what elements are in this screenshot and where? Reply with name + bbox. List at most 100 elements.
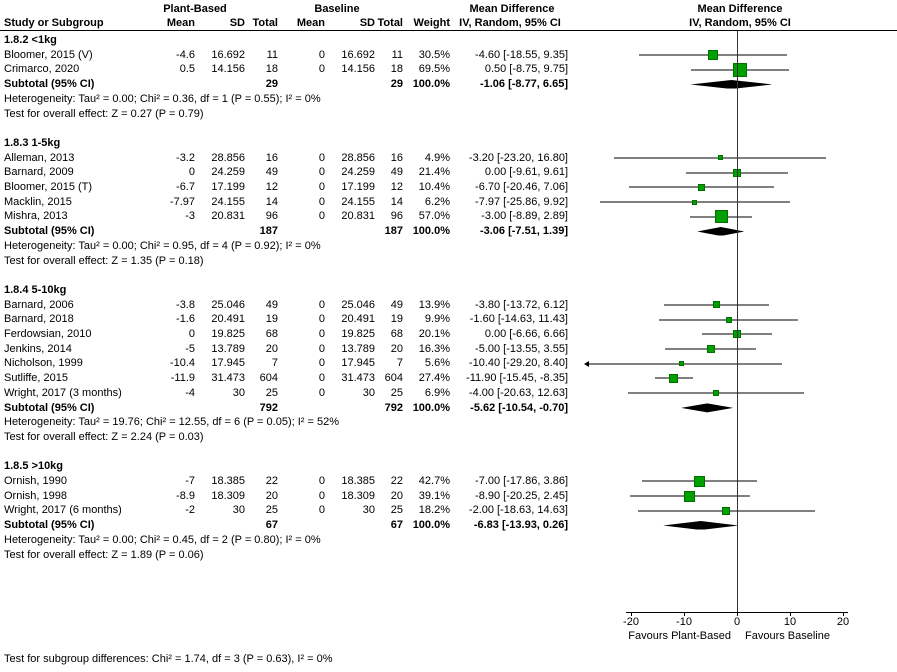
weight-value: 6.2% bbox=[424, 195, 450, 208]
plot-cell bbox=[585, 48, 895, 63]
mean-value: 0 bbox=[318, 313, 325, 326]
mean-value: -5 bbox=[185, 342, 195, 355]
weight-value: 57.0% bbox=[418, 210, 450, 223]
ci-text: -3.80 [-13.72, 6.12] bbox=[475, 298, 568, 311]
ci-text: -7.00 [-17.86, 3.86] bbox=[475, 475, 568, 487]
study-name: Nicholson, 1999 bbox=[4, 357, 83, 370]
heterogeneity-text: Heterogeneity: Tau² = 0.00; Chi² = 0.95,… bbox=[4, 239, 321, 252]
axis-tick bbox=[684, 612, 685, 616]
plot-cell bbox=[585, 342, 895, 357]
weight-value: 21.4% bbox=[418, 166, 450, 179]
study-row: Sutliffe, 2015 -11.9 31.473 604 0 31.473 604 27… bbox=[0, 371, 897, 386]
weight-value: 100.0% bbox=[412, 519, 450, 532]
weight-value: 100.0% bbox=[412, 78, 450, 91]
plot-cell bbox=[585, 195, 895, 210]
effect-square bbox=[697, 183, 705, 191]
sd-value: 17.199 bbox=[341, 181, 375, 193]
total-value: 187 bbox=[259, 225, 278, 238]
total-value: 12 bbox=[265, 181, 278, 193]
plot-cell bbox=[585, 503, 895, 518]
mean-value: 0 bbox=[318, 210, 325, 223]
subgroup-differences-note: Test for subgroup differences: Chi² = 1.… bbox=[4, 653, 333, 665]
ci-text: -3.06 [-7.51, 1.39] bbox=[479, 225, 568, 238]
total-value: 12 bbox=[390, 181, 403, 193]
sd-value: 30 bbox=[232, 386, 245, 399]
effect-square bbox=[732, 62, 747, 77]
axis-tick bbox=[790, 612, 791, 616]
mean-value: -2 bbox=[185, 504, 195, 517]
mean-value: -10.4 bbox=[169, 357, 195, 370]
note-row: Heterogeneity: Tau² = 0.00; Chi² = 0.45,… bbox=[0, 533, 897, 548]
total-value: 25 bbox=[390, 504, 403, 517]
ci-text: -5.62 [-10.54, -0.70] bbox=[470, 401, 568, 414]
total-value: 187 bbox=[384, 225, 403, 238]
total-value: 18 bbox=[390, 63, 403, 76]
ci-text: 0.50 [-8.75, 9.75] bbox=[484, 63, 568, 76]
pooled-diamond bbox=[690, 79, 773, 89]
sd-value: 18.385 bbox=[341, 475, 375, 487]
axis-tick-label: -20 bbox=[623, 616, 639, 628]
study-row: Barnard, 2009 0 24.259 49 0 24.259 49 21.4% 0.00… bbox=[0, 165, 897, 180]
subgroup-title: 1.8.2 <1kg bbox=[4, 34, 57, 46]
col-weight: Weight bbox=[413, 17, 450, 29]
sd-value: 20.831 bbox=[211, 210, 245, 223]
mean-value: 0 bbox=[318, 372, 325, 385]
weight-value: 6.9% bbox=[424, 386, 450, 399]
weight-value: 13.9% bbox=[418, 298, 450, 311]
sd-value: 30 bbox=[362, 504, 375, 517]
plot-cell bbox=[585, 224, 895, 239]
study-name: Barnard, 2006 bbox=[4, 298, 74, 311]
mean-value: 0 bbox=[318, 63, 325, 76]
weight-value: 5.6% bbox=[424, 357, 450, 370]
plot-cell bbox=[585, 401, 895, 416]
study-name: Crimarco, 2020 bbox=[4, 63, 80, 76]
effect-square bbox=[692, 199, 698, 205]
subtotal-row: Subtotal (95% CI) 792 792 100.0% -5.62 [-10.… bbox=[0, 401, 897, 416]
total-value: 7 bbox=[271, 357, 278, 370]
mean-value: 0 bbox=[318, 504, 325, 517]
study-name: Jenkins, 2014 bbox=[4, 342, 72, 355]
sd-value: 25.046 bbox=[341, 298, 375, 311]
ci-text: -4.00 [-20.63, 12.63] bbox=[468, 386, 568, 399]
sd-value: 28.856 bbox=[341, 151, 375, 164]
total-value: 29 bbox=[265, 78, 278, 91]
total-value: 29 bbox=[390, 78, 403, 91]
note-row: Test for overall effect: Z = 0.27 (P = 0… bbox=[0, 107, 897, 122]
sd-value: 13.789 bbox=[341, 342, 375, 355]
ci-arrow-left bbox=[584, 360, 589, 367]
ci-text: -4.60 [-18.55, 9.35] bbox=[475, 48, 568, 61]
total-value: 18 bbox=[265, 63, 278, 76]
axis-tick bbox=[843, 612, 844, 616]
plot-cell bbox=[585, 327, 895, 342]
mean-value: 0 bbox=[318, 298, 325, 311]
total-value: 11 bbox=[266, 48, 278, 61]
sd-value: 14.156 bbox=[211, 63, 245, 76]
col-mean-1: Mean bbox=[166, 17, 195, 29]
note-row bbox=[0, 268, 897, 283]
note-row: Test for overall effect: Z = 1.89 (P = 0… bbox=[0, 548, 897, 563]
total-value: 22 bbox=[265, 475, 278, 487]
sd-value: 31.473 bbox=[211, 372, 245, 385]
mean-value: 0 bbox=[318, 151, 325, 164]
mean-value: 0 bbox=[318, 357, 325, 370]
pooled-diamond bbox=[697, 226, 745, 236]
weight-value: 4.9% bbox=[424, 151, 450, 164]
study-row: Wright, 2017 (3 months) -4 30 25 0 30 25 6.9% -4… bbox=[0, 386, 897, 401]
mean-value: 0 bbox=[318, 489, 325, 502]
col-mean-2: Mean bbox=[296, 17, 325, 29]
mean-value: 0 bbox=[188, 328, 195, 340]
weight-value: 100.0% bbox=[412, 225, 450, 238]
subgroup-header-row: 1.8.5 >10kg bbox=[0, 459, 897, 474]
total-value: 49 bbox=[265, 166, 278, 179]
study-name: Sutliffe, 2015 bbox=[4, 372, 69, 385]
plot-cell bbox=[585, 298, 895, 313]
weight-value: 30.5% bbox=[418, 48, 450, 61]
effect-square bbox=[722, 506, 731, 515]
mean-value: 0 bbox=[318, 475, 325, 487]
mean-value: 0 bbox=[188, 166, 195, 179]
total-value: 68 bbox=[265, 328, 278, 340]
effect-square bbox=[706, 345, 715, 354]
mean-value: -11.9 bbox=[170, 372, 195, 385]
effect-square bbox=[684, 490, 696, 502]
